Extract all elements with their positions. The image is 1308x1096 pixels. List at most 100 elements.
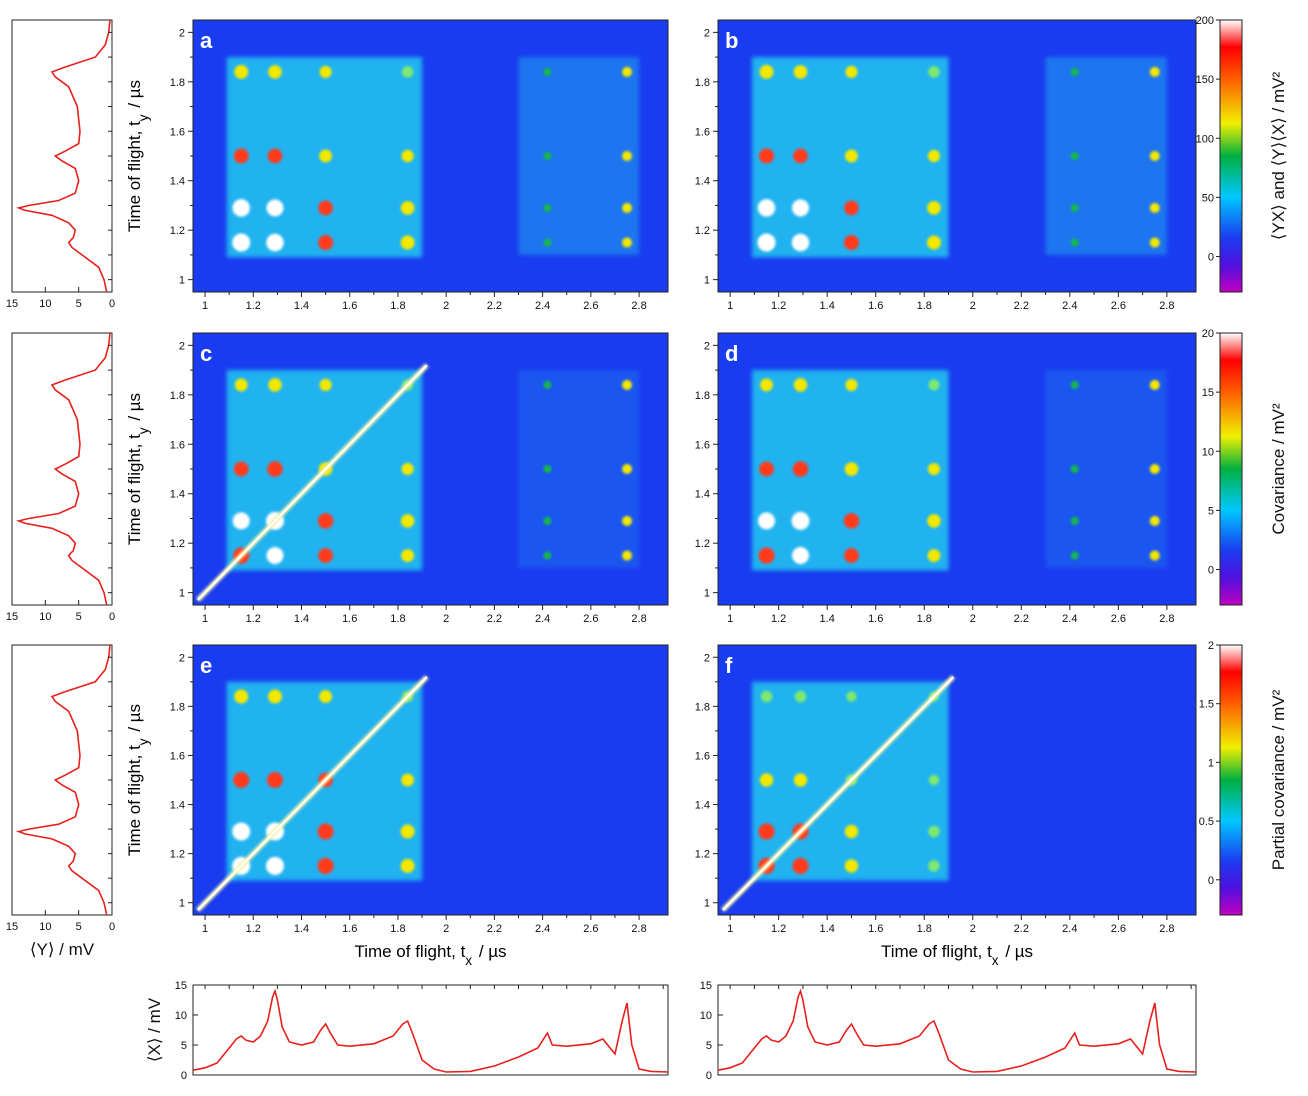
colorbar: 0 50 100 150 200 ⟨YX⟩ and ⟨Y⟩⟨X⟩ / mV² — [1196, 15, 1288, 293]
x-tick-label: 0 — [109, 298, 115, 310]
x-tick-label: 2.2 — [1014, 300, 1029, 312]
peak-spot — [543, 67, 552, 76]
peak-spot — [267, 689, 282, 704]
peak-spot — [760, 690, 773, 703]
peak-spot — [319, 378, 332, 391]
panel-label: c — [200, 341, 212, 366]
x-tick-label: 1 — [727, 613, 733, 625]
x-tick-label: 1.8 — [917, 923, 932, 935]
spectrum-line — [15, 332, 111, 606]
peak-spot — [1149, 464, 1160, 474]
peak-spot — [268, 65, 282, 79]
peak-spot — [759, 148, 775, 164]
peak-spot — [845, 65, 858, 79]
peak-spot — [622, 237, 633, 248]
panel-e: e 1 1.2 1.4 1.6 1.8 2 2.2 2.4 2.6 2.8 1 1.2 1.4 1.6 1.8… — [170, 644, 669, 935]
x-tick-label: 1.8 — [917, 613, 932, 625]
y-axis-label: Time of flight, ty / µs — [125, 393, 151, 545]
y-tick-label: 1.8 — [170, 701, 185, 713]
x-tick-label: 2 — [970, 613, 976, 625]
x-tick-label: 2.2 — [487, 923, 502, 935]
peak-spot — [760, 378, 774, 392]
x-tick-label: 2.8 — [631, 613, 646, 625]
y-tick-label: 1.4 — [695, 489, 710, 501]
peak-spot — [319, 690, 333, 703]
peak-spot — [1149, 202, 1160, 213]
x-tick-label: 1.6 — [342, 923, 357, 935]
peak-spot — [1070, 67, 1079, 76]
x-tick-label: 2.8 — [1159, 613, 1174, 625]
peak-spot — [794, 690, 807, 703]
x-tick-label: 15 — [6, 611, 18, 623]
peak-spot — [1070, 380, 1079, 389]
panel-d: d 1 1.2 1.4 1.6 1.8 2 2.2 2.4 2.6 2.8 1 1.2 1.4 1.6 1.8… — [695, 332, 1197, 625]
peak-spot — [927, 549, 941, 563]
peak-spot — [926, 235, 941, 250]
peak-spot — [267, 461, 283, 477]
peak-spot — [1070, 551, 1079, 560]
peak-spot — [543, 380, 552, 389]
peak-spot — [843, 513, 860, 529]
peak-spot — [543, 516, 552, 525]
y-tick-label: 1.6 — [695, 439, 710, 451]
peak-spot — [1149, 237, 1160, 248]
peak-spot — [928, 774, 940, 786]
x-tick-label: 1.4 — [294, 923, 309, 935]
y-tick-label: 1 — [704, 898, 710, 910]
heatmap-content — [751, 57, 1167, 258]
y-tick-label: 1.8 — [170, 77, 185, 89]
peak-spot — [400, 201, 415, 215]
y-tick-label: 2 — [179, 340, 185, 352]
colorbar-tick-label: 0.5 — [1199, 816, 1214, 828]
peak-spot — [791, 233, 810, 252]
x-tick-label: 10 — [39, 921, 51, 933]
x-tick-label: 2.8 — [631, 300, 646, 312]
x-tick-label: 2.4 — [1062, 613, 1077, 625]
x-tick-label: 2.4 — [1062, 923, 1077, 935]
x-tick-label: 1.8 — [390, 613, 405, 625]
x-tick-label: 1.6 — [342, 613, 357, 625]
colorbar-tick-label: 150 — [1196, 74, 1214, 86]
x-tick-label: 2 — [443, 300, 449, 312]
peak-spot — [1149, 379, 1160, 390]
plot-frame — [11, 332, 113, 606]
peak-spot — [317, 823, 334, 840]
peak-spot — [317, 513, 334, 529]
y-tick-label: 2 — [704, 652, 710, 664]
y-tick-label: 1 — [179, 898, 185, 910]
heatmap-content — [751, 370, 1167, 571]
peak-spot — [757, 233, 776, 252]
peak-spot — [1070, 238, 1079, 247]
x-tick-label: 1.4 — [294, 613, 309, 625]
x-tick-label: 1.4 — [294, 300, 309, 312]
panel-a: a 1 1.2 1.4 1.6 1.8 2 2.2 2.4 2.6 2.8 1 1.2 1.4 1.6 1.8… — [170, 19, 669, 312]
peak-spot — [401, 149, 414, 163]
peak-spot — [400, 514, 415, 528]
peak-spot — [622, 151, 633, 161]
peak-spot — [1149, 151, 1160, 161]
y-tick-label: 1.4 — [695, 800, 710, 812]
x-axis-label: Time of flight, tx / µs — [881, 942, 1033, 968]
y-tick-label: 2 — [179, 652, 185, 664]
x-tick-label: 0 — [109, 921, 115, 933]
y-tick-label: 1.2 — [170, 849, 185, 861]
x-tick-label: 1.6 — [868, 613, 883, 625]
x-tick-label: 2 — [970, 300, 976, 312]
peak-spot — [319, 65, 332, 79]
y-tick-label: 1.2 — [695, 538, 710, 550]
peak-spot — [319, 149, 333, 163]
peak-spot — [928, 825, 940, 838]
y-tick-label: 1.8 — [695, 77, 710, 89]
panel-f: f 1 1.2 1.4 1.6 1.8 2 2.2 2.4 2.6 2.8 1 1.2 1.4 1.6 1.8… — [695, 644, 1197, 935]
peak-spot — [266, 199, 284, 217]
peak-spot — [401, 66, 414, 78]
x-tick-label: 10 — [39, 298, 51, 310]
x-tick-label: 1 — [202, 300, 208, 312]
side-spectrum-panel: 15 10 5 0 — [6, 19, 115, 310]
side-spectrum-xlabel: ⟨Y⟩ / mV — [30, 940, 95, 959]
peak-spot — [928, 66, 940, 78]
x-tick-label: 1 — [202, 923, 208, 935]
y-tick-label: 5 — [706, 1040, 712, 1052]
peak-spot — [266, 547, 284, 565]
